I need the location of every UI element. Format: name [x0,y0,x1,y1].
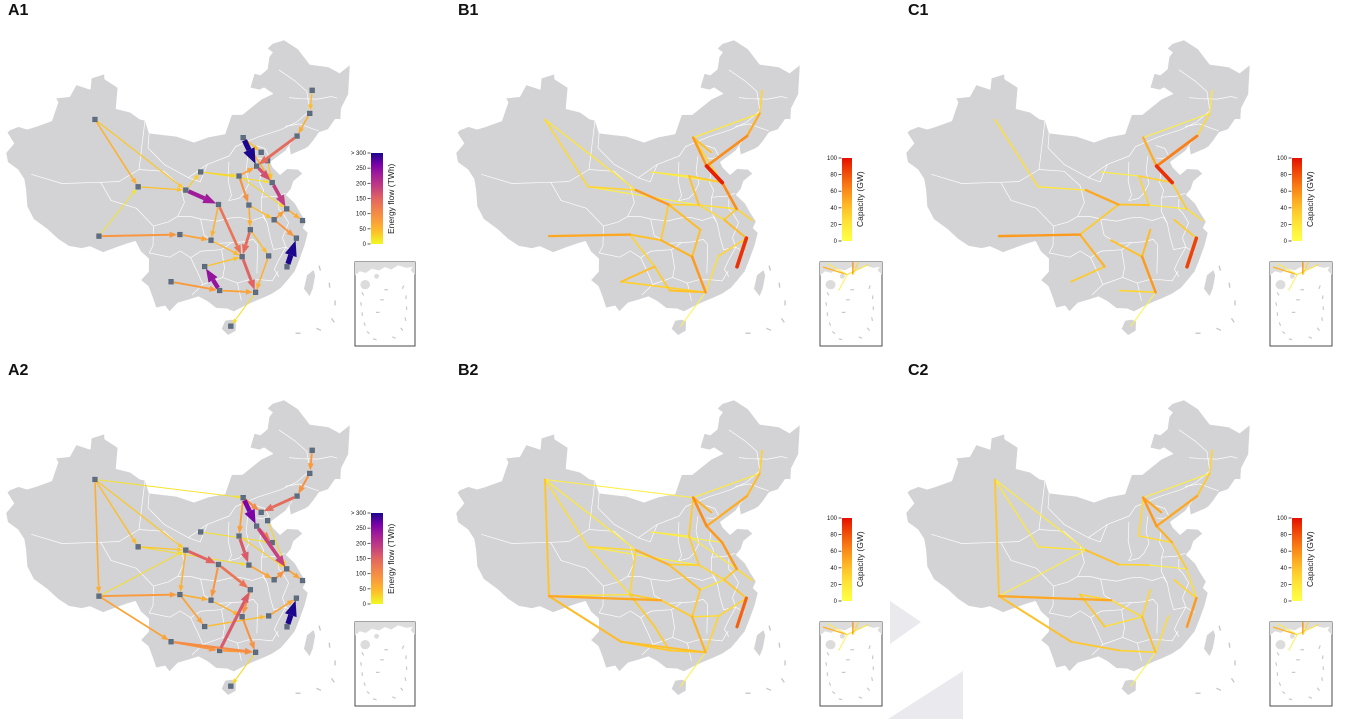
svg-text:100: 100 [356,212,367,218]
panel-C2: 100 80 60 40 20 0 C2 Capacity (GW) [900,360,1350,719]
svg-text:20: 20 [830,222,837,228]
colorbar-title-A1: Energy flow (TWh) [386,163,396,234]
svg-text:0: 0 [363,602,367,608]
svg-text:20: 20 [1280,582,1287,588]
china-capacity-map-B1: 100 80 60 40 20 0 [455,39,883,347]
china-capacity-map-C1: 100 80 60 40 20 0 [905,39,1333,347]
svg-text:40: 40 [1280,206,1287,212]
panel-label-A1: A1 [8,2,29,19]
svg-text:100: 100 [1277,156,1288,162]
svg-text:0: 0 [363,242,367,248]
colorbar-title-C1: Capacity (GW) [1305,171,1315,228]
svg-text:50: 50 [359,587,366,593]
svg-text:40: 40 [830,566,837,572]
china-energy-flow-map-A1: > 300 250 200 150 100 50 0 [5,39,416,347]
svg-text:80: 80 [830,173,837,179]
panel-label-B1: B1 [458,2,479,19]
panel-B2: 100 80 60 40 20 0 B2 Capacity (GW) [450,360,900,719]
china-capacity-map-B2: 100 80 60 40 20 0 [455,399,883,707]
panel-A2: > 300 250 200 150 100 50 0 A2 Energy flow (TWh… [0,360,450,719]
svg-text:20: 20 [1280,222,1287,228]
panel-label-C1: C1 [908,2,929,19]
svg-text:40: 40 [830,206,837,212]
svg-text:80: 80 [1280,173,1287,179]
colorbar-title-A2: Energy flow (TWh) [386,523,396,594]
svg-text:80: 80 [830,533,837,539]
svg-text:100: 100 [827,156,838,162]
svg-text:200: 200 [356,541,367,547]
panel-C1: 100 80 60 40 20 0 C1 Capacity (GW) [900,0,1350,360]
svg-text:> 300: > 300 [351,151,367,157]
svg-text:60: 60 [830,189,837,195]
svg-text:250: 250 [356,526,367,532]
colorbar-title-B2: Capacity (GW) [855,531,865,588]
panel-label-C2: C2 [908,362,929,379]
svg-text:0: 0 [834,599,838,605]
panel-B1: 100 80 60 40 20 0 B1 Capacity (GW) [450,0,900,360]
svg-text:80: 80 [1280,533,1287,539]
china-capacity-map-C2: 100 80 60 40 20 0 [905,399,1333,707]
svg-text:> 300: > 300 [351,511,367,517]
svg-text:20: 20 [830,582,837,588]
svg-text:250: 250 [356,166,367,172]
svg-text:100: 100 [356,572,367,578]
svg-text:100: 100 [827,516,838,522]
china-energy-flow-map-A2: > 300 250 200 150 100 50 0 [5,399,416,707]
svg-text:150: 150 [356,197,367,203]
svg-text:40: 40 [1280,566,1287,572]
svg-text:60: 60 [1280,189,1287,195]
svg-text:60: 60 [1280,549,1287,555]
panel-A1: > 300 250 200 150 100 50 0 A1 Energy flow (TWh… [0,0,450,360]
panel-label-B2: B2 [458,362,479,379]
svg-text:150: 150 [356,557,367,563]
svg-text:0: 0 [1284,599,1288,605]
colorbar-title-C2: Capacity (GW) [1305,531,1315,588]
svg-text:100: 100 [1277,516,1288,522]
svg-text:200: 200 [356,181,367,187]
panel-label-A2: A2 [8,362,29,379]
svg-text:60: 60 [830,549,837,555]
watermark-triangles [888,601,963,719]
svg-text:0: 0 [834,239,838,245]
svg-text:50: 50 [359,227,366,233]
colorbar-title-B1: Capacity (GW) [855,171,865,228]
svg-text:0: 0 [1284,239,1288,245]
